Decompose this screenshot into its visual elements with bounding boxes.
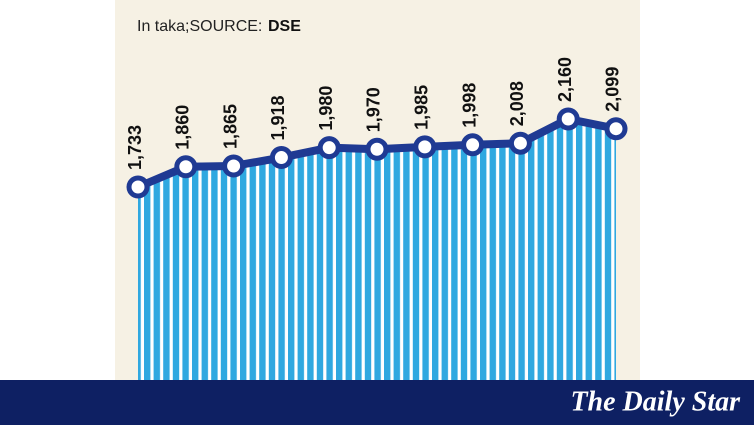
value-label: 1,985 bbox=[412, 85, 432, 130]
point bbox=[317, 136, 341, 160]
point bbox=[461, 133, 485, 157]
point bbox=[174, 155, 198, 179]
value-label: 1,998 bbox=[459, 83, 479, 128]
area bbox=[138, 119, 616, 382]
point bbox=[604, 117, 628, 141]
value-label: 2,099 bbox=[603, 67, 623, 112]
point bbox=[365, 137, 389, 161]
footer-band bbox=[0, 380, 754, 425]
point bbox=[413, 135, 437, 159]
value-label: 1,860 bbox=[173, 105, 193, 150]
brand-logo: The Daily Star bbox=[570, 386, 741, 417]
value-label: 1,970 bbox=[364, 87, 384, 132]
value-label: 2,008 bbox=[507, 81, 527, 126]
point bbox=[508, 131, 532, 155]
value-label: 1,865 bbox=[220, 104, 240, 149]
point bbox=[126, 175, 150, 199]
point bbox=[556, 107, 580, 131]
point bbox=[269, 146, 293, 170]
value-label: 1,733 bbox=[125, 125, 145, 170]
plot: 1,733 1,860 1,865 1,918 1,980 1,970 1,985 1,998… bbox=[125, 57, 628, 382]
point bbox=[222, 154, 246, 178]
subtitle: In taka;SOURCE: bbox=[137, 18, 262, 35]
value-label: 1,980 bbox=[316, 86, 336, 131]
source: DSE bbox=[268, 18, 301, 35]
value-label: 1,918 bbox=[268, 95, 288, 140]
value-label: 2,160 bbox=[555, 57, 575, 102]
